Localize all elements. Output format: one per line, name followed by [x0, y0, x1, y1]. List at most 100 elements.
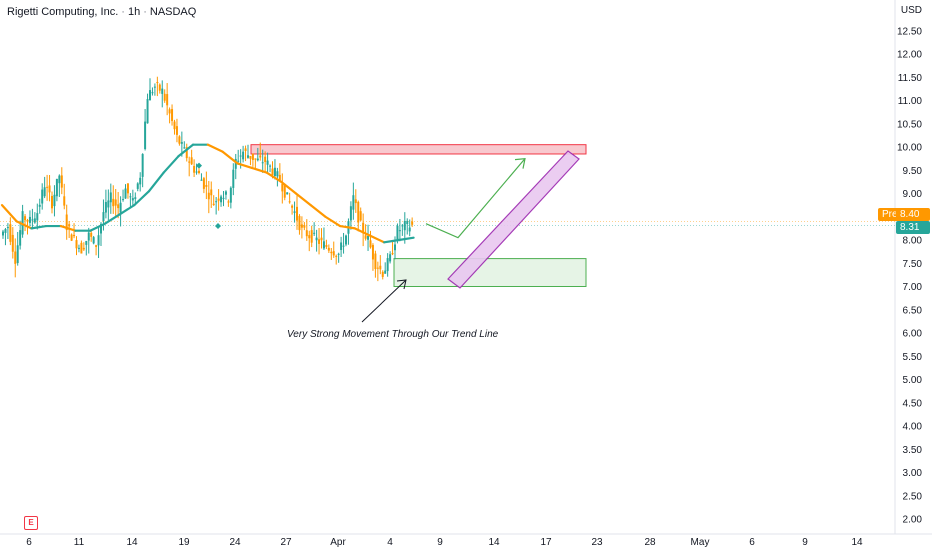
candle-body	[136, 183, 139, 189]
candle-body	[146, 99, 149, 124]
candle-body	[158, 84, 161, 91]
candle-body	[242, 151, 245, 160]
candle-body	[288, 201, 291, 203]
symbol-name: Rigetti Computing, Inc.	[7, 6, 119, 18]
candle-body	[239, 155, 242, 157]
candle-body	[342, 245, 345, 247]
candle-body	[43, 187, 46, 197]
candle-body	[80, 242, 83, 254]
candle-body	[251, 153, 254, 160]
candle-body	[210, 189, 213, 196]
candle-body	[220, 196, 223, 203]
candle-body	[60, 175, 63, 188]
candle-body	[315, 237, 318, 241]
candle-body	[180, 142, 183, 144]
interval-label[interactable]: 1h	[127, 6, 141, 18]
ema-segment	[89, 222, 107, 232]
candle-body	[224, 191, 227, 195]
y-tick-label: 11.50	[898, 73, 923, 84]
candle-body	[131, 198, 134, 201]
currency-label[interactable]: USD	[900, 5, 922, 16]
candle-body	[291, 205, 294, 208]
ema-segment	[206, 143, 224, 153]
premarket-price-value: 8.40	[896, 208, 930, 221]
candle-body	[161, 88, 164, 94]
projection-arrowhead	[514, 157, 526, 169]
earnings-event-icon[interactable]: E	[24, 516, 38, 530]
candle-body	[102, 212, 105, 222]
candle-body	[70, 234, 73, 241]
y-tick-label: 4.00	[903, 422, 923, 433]
candle-body	[156, 82, 159, 84]
x-tick-label: 17	[540, 537, 552, 548]
candle-body	[259, 155, 262, 158]
candle-body	[379, 265, 382, 270]
candle-body	[345, 235, 347, 245]
ema-segment	[383, 238, 400, 244]
candle-body	[95, 245, 98, 247]
candle-body	[48, 185, 51, 193]
candle-body	[31, 219, 34, 221]
x-tick-label: 24	[229, 537, 241, 548]
ema-segment	[147, 171, 165, 193]
ema-segment	[353, 227, 371, 237]
y-tick-label: 8.00	[903, 236, 923, 247]
candle-body	[205, 184, 208, 187]
candle-body	[151, 92, 154, 94]
candle-body	[41, 189, 44, 204]
candle-body	[38, 204, 41, 207]
candle-body	[247, 155, 249, 158]
ema-segment	[236, 162, 253, 170]
ema-segment	[368, 234, 386, 244]
candle-body	[73, 234, 76, 237]
candle-body	[85, 240, 88, 245]
candle-body	[359, 211, 362, 221]
candle-body	[398, 230, 401, 232]
candle-body	[310, 230, 313, 243]
candle-body	[217, 198, 220, 201]
candle-body	[90, 232, 93, 237]
candle-body	[386, 258, 389, 272]
y-tick-label: 2.00	[903, 515, 923, 526]
y-tick-label: 9.00	[903, 189, 923, 200]
candle-body	[112, 198, 115, 207]
last-price-text: 8.31	[900, 222, 920, 233]
premarket-price-badge: Pre	[878, 208, 902, 221]
candle-body	[293, 211, 296, 213]
projection-arrow	[425, 158, 526, 239]
candle-body	[178, 136, 181, 144]
signal-marker	[215, 223, 221, 230]
ema-segment	[309, 204, 327, 218]
candle-body	[406, 220, 409, 224]
candle-body	[298, 215, 301, 231]
candle-body	[281, 183, 284, 192]
y-tick-label: 10.00	[897, 143, 922, 154]
x-tick-label: 19	[178, 537, 190, 548]
ema-segment	[324, 215, 342, 228]
x-tick-label: 4	[387, 537, 393, 548]
candle-body	[129, 196, 132, 198]
candle-body	[256, 158, 259, 161]
candle-body	[63, 196, 66, 206]
candle-body	[185, 147, 188, 159]
candle-body	[269, 165, 272, 167]
candle-body	[244, 148, 247, 151]
y-tick-label: 6.50	[903, 305, 923, 316]
candle-body	[357, 201, 360, 223]
x-tick-label: 9	[802, 537, 808, 548]
x-tick-label: May	[691, 537, 710, 548]
candle-body	[278, 174, 281, 181]
ema-segment	[0, 204, 18, 223]
y-tick-label: 4.50	[903, 398, 923, 409]
candle-body	[51, 195, 53, 209]
x-tick-label: 11	[74, 537, 85, 548]
candle-body	[362, 222, 365, 234]
candle-body	[75, 240, 78, 249]
candle-body	[87, 232, 90, 241]
candle-body	[141, 154, 144, 177]
ema-segment	[265, 171, 283, 183]
x-tick-label: Apr	[330, 537, 346, 548]
candle-body	[325, 245, 328, 247]
